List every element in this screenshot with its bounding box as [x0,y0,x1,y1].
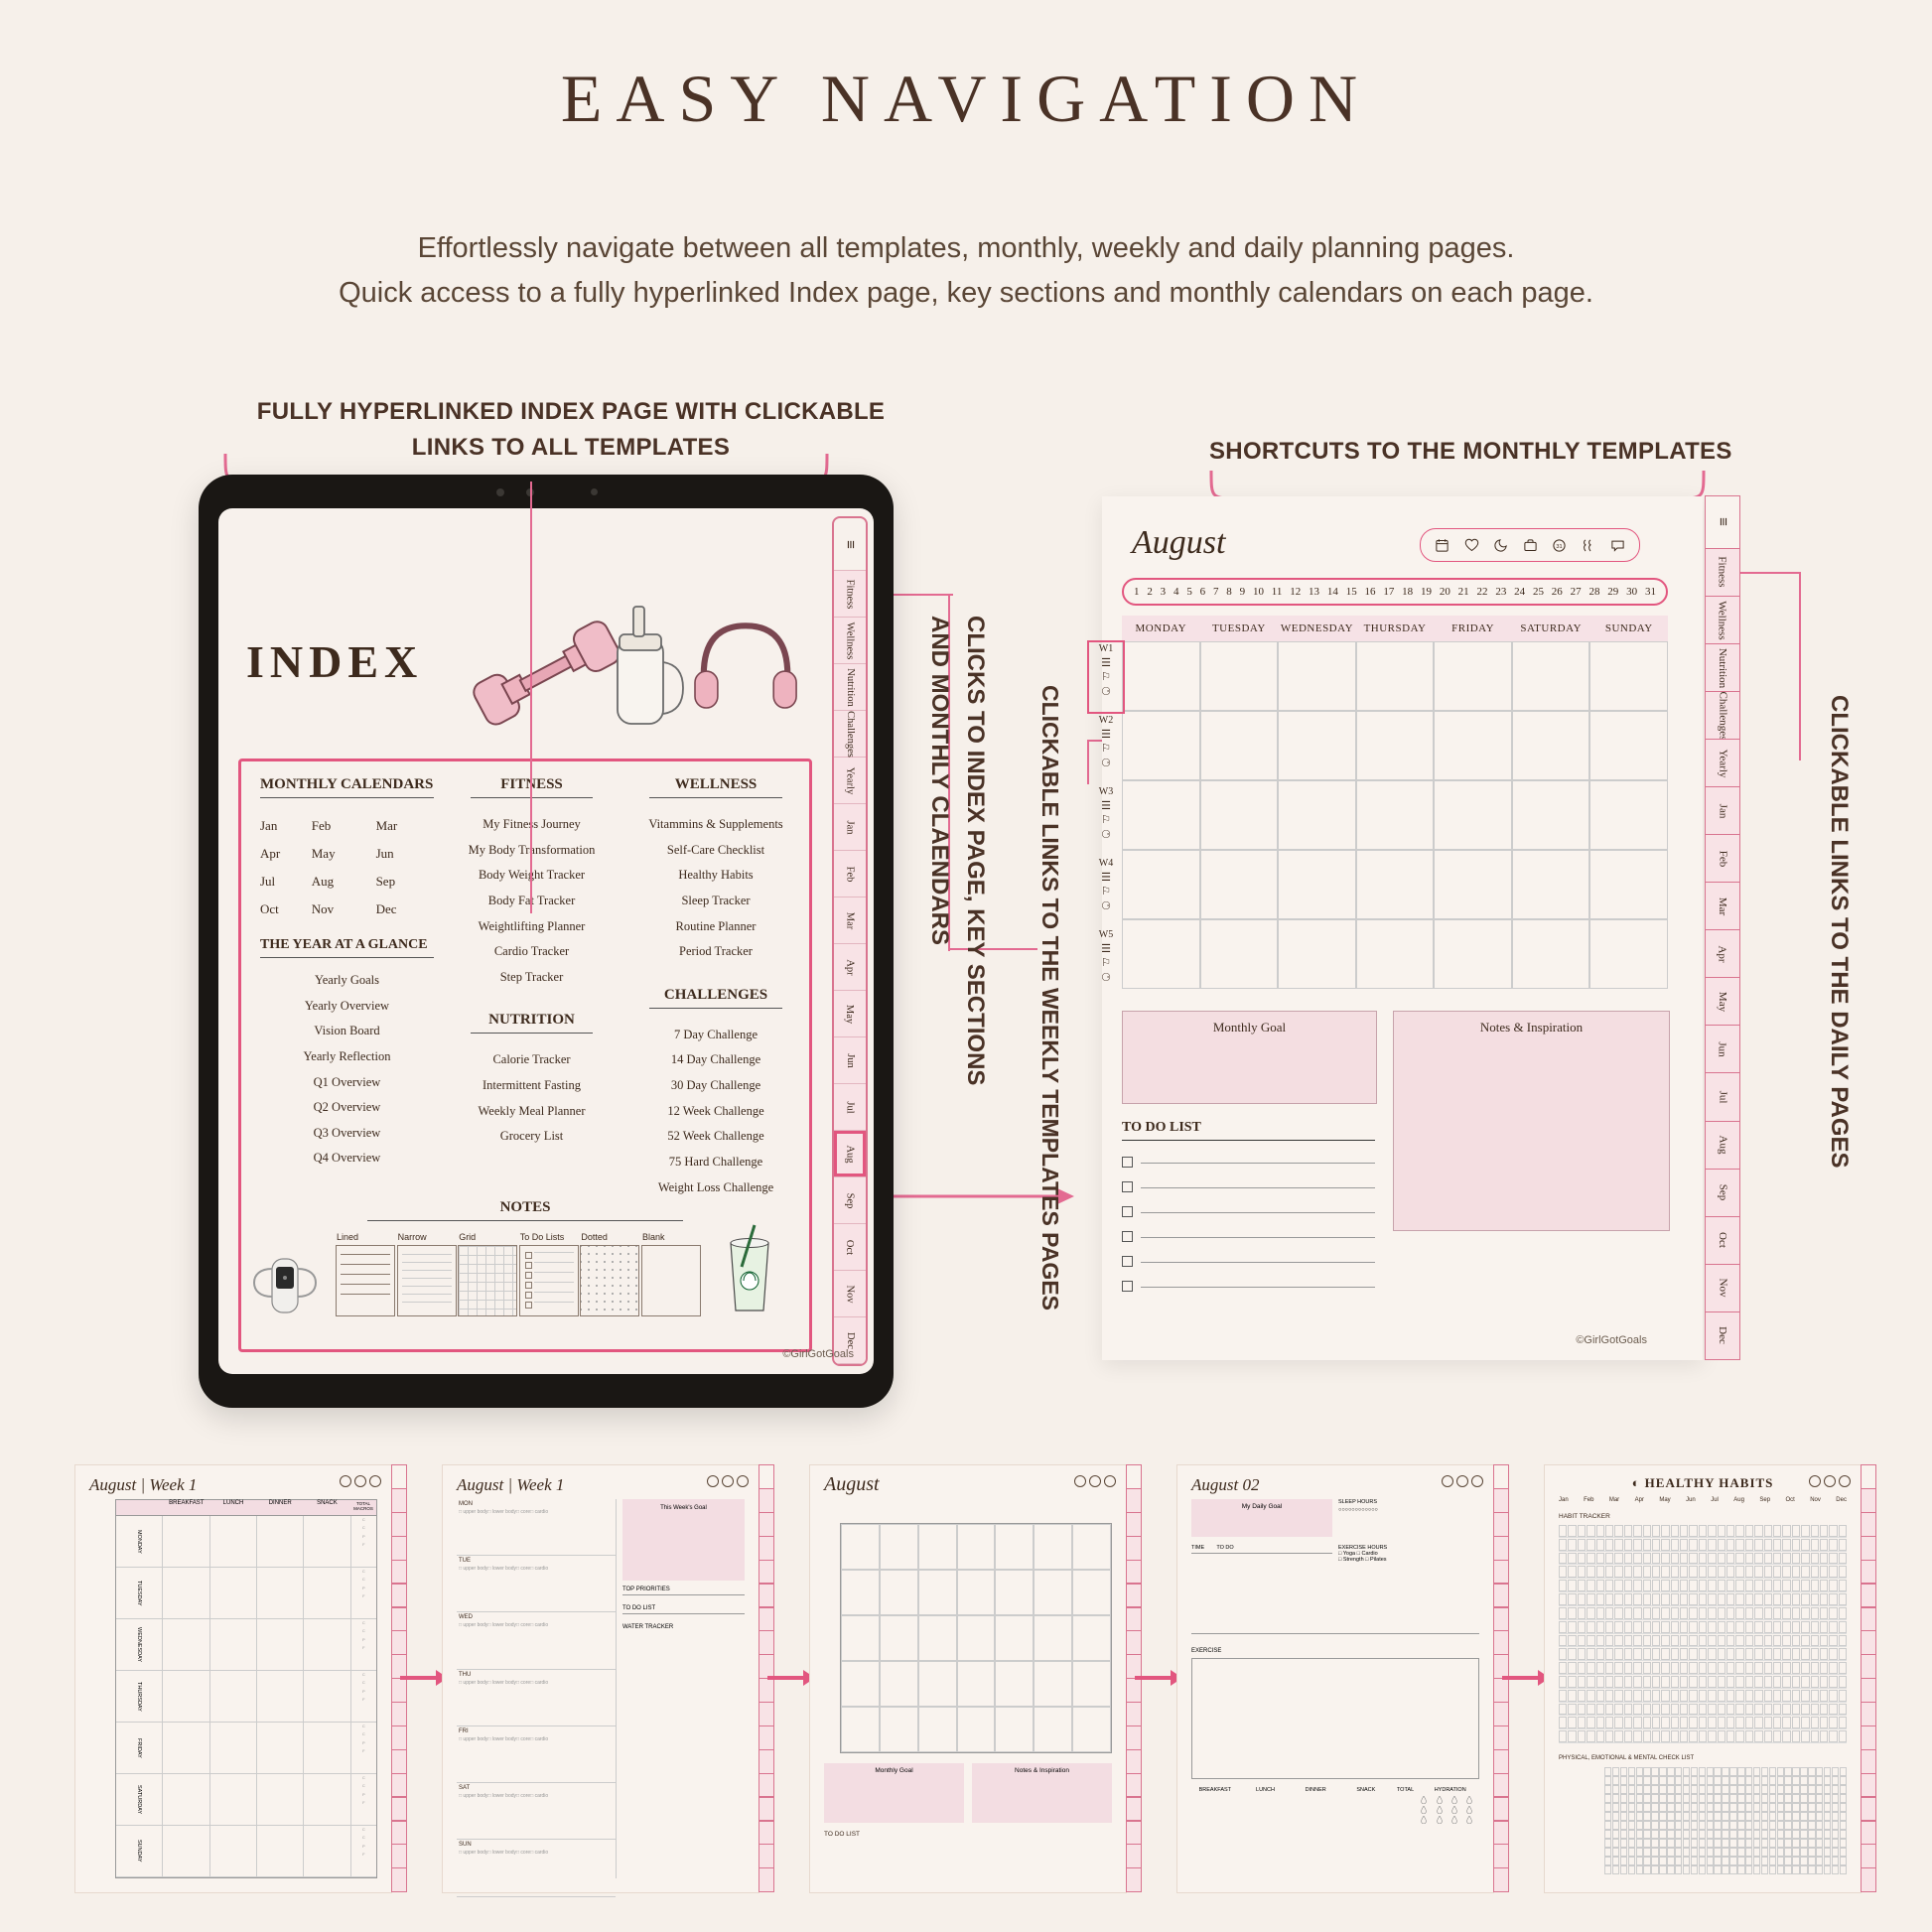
svg-text:31: 31 [1556,544,1562,550]
